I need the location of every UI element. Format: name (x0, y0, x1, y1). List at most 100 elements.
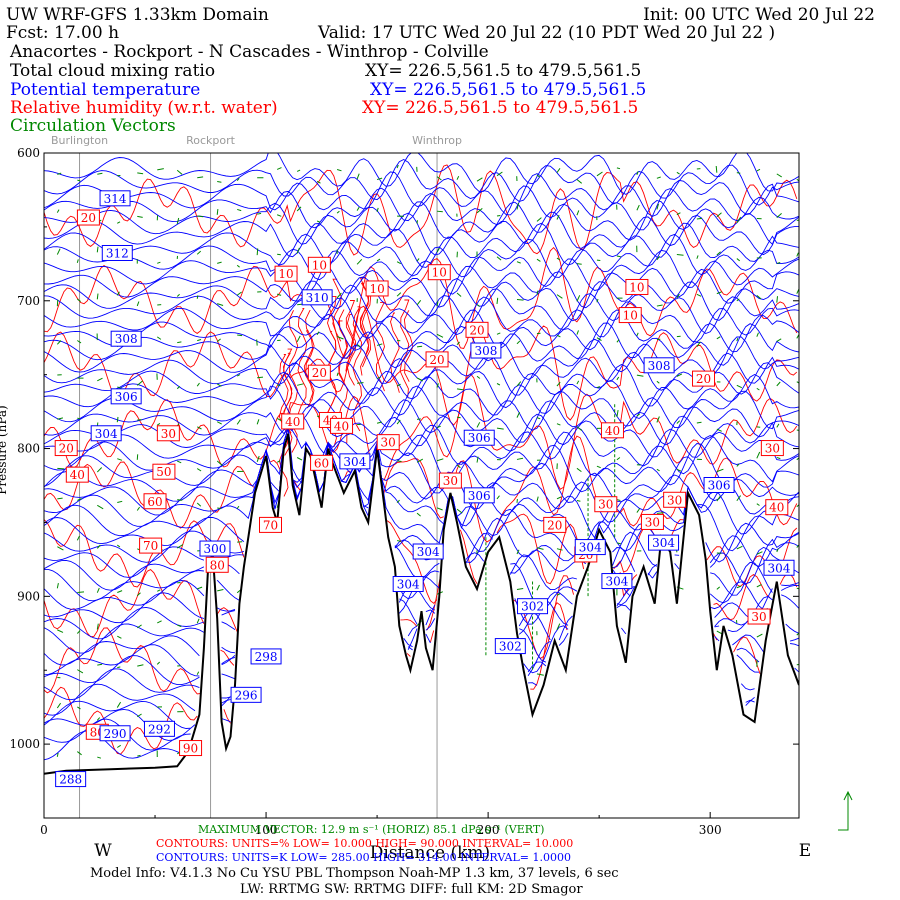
circulation-vector (236, 374, 241, 377)
circulation-vector (177, 460, 182, 464)
rh-label-text: 20 (59, 442, 74, 456)
circulation-vector (576, 330, 579, 335)
rh-label-text: 10 (432, 266, 447, 280)
rh-label-text: 30 (751, 610, 766, 624)
rh-label: 20 (543, 516, 567, 533)
circulation-vector (396, 499, 400, 503)
circulation-vector (696, 255, 699, 259)
theta-label: 298 (250, 648, 282, 665)
circulation-vector (277, 293, 282, 296)
circulation-vector (196, 250, 202, 255)
circulation-vector (416, 345, 423, 348)
theta-contour (44, 585, 799, 635)
rh-label: 20 (76, 209, 100, 226)
x-axis-east-label: E (799, 841, 811, 861)
circulation-vector (636, 204, 640, 211)
circulation-vector (137, 419, 142, 421)
theta-label: 312 (101, 244, 133, 261)
circulation-vector (696, 421, 702, 424)
circulation-vector (77, 751, 82, 756)
circulation-vector (716, 212, 722, 218)
circulation-vector (676, 293, 680, 299)
rh-label: 40 (65, 466, 89, 483)
rh-label-text: 40 (334, 419, 349, 433)
circulation-vector (56, 209, 60, 213)
circulation-vector (117, 590, 123, 593)
circulation-vector (736, 585, 742, 589)
circulation-vector (296, 335, 301, 343)
rh-label: 30 (376, 434, 400, 451)
circulation-vector (97, 663, 103, 666)
theta-contour (44, 249, 799, 295)
theta-contour (44, 233, 799, 281)
rh-label-text: 60 (147, 495, 162, 509)
circulation-vector (217, 303, 224, 306)
model-schemes: LW: RRTMG SW: RRTMG DIFF: full KM: 2D Sm… (240, 882, 583, 897)
theta-label-text: 306 (115, 390, 138, 404)
theta-label: 302 (517, 598, 549, 615)
plot-frame (43, 152, 800, 819)
circulation-vector (496, 171, 503, 177)
circulation-vector (596, 298, 599, 303)
circulation-vector (97, 377, 103, 382)
circulation-vector (356, 173, 360, 180)
circulation-vector (616, 167, 621, 170)
circulation-vector (476, 456, 479, 463)
rh-label: 40 (765, 499, 789, 516)
circulation-vector (237, 208, 242, 212)
rh-label-text: 10 (312, 258, 327, 272)
rh-contour-fragment (399, 299, 410, 398)
circulation-vector (636, 171, 639, 176)
circulation-vector (576, 380, 580, 385)
theta-label: 314 (99, 190, 131, 207)
circulation-vector (137, 713, 142, 718)
plot-contents (44, 153, 799, 775)
theta-label: 302 (494, 638, 526, 655)
theta-label: 308 (643, 357, 675, 374)
circulation-vector (416, 377, 424, 382)
circulation-vector (436, 247, 440, 253)
circulation-vector (236, 419, 241, 425)
circulation-vector (556, 257, 561, 261)
rh-label-text: 20 (469, 323, 484, 337)
theta-label: 304 (392, 576, 424, 593)
circulation-vector (616, 339, 620, 343)
circulation-vector (476, 208, 483, 214)
forecast-hour: Fcst: 17.00 h (6, 23, 119, 43)
place-label: Burlington (51, 134, 108, 147)
circulation-vector (396, 292, 402, 297)
circulation-vector (716, 468, 724, 473)
circulation-vector (756, 503, 760, 506)
circulation-vector (196, 502, 202, 507)
theta-contour (44, 158, 799, 206)
rh-label: 20 (465, 321, 489, 338)
theta-label-text: 306 (468, 489, 491, 503)
rh-label-text: 20 (312, 366, 327, 380)
rh-label: 20 (692, 370, 716, 387)
rh-contour-fragment (359, 282, 370, 355)
circulation-vector (57, 629, 64, 633)
circulation-vector (96, 246, 99, 253)
theta-label-text: 308 (115, 332, 138, 346)
circulation-vector (396, 261, 402, 265)
circulation-vector (656, 176, 661, 179)
circulation-vector (117, 635, 122, 639)
relative-humidity-contours (44, 164, 798, 755)
circulation-vector (576, 295, 581, 302)
rh-label: 10 (307, 256, 331, 273)
circulation-vector (716, 428, 722, 432)
circulation-vector (136, 592, 141, 597)
circulation-vector (197, 339, 202, 342)
circulation-vector (176, 544, 184, 549)
circulation-vector (776, 213, 782, 219)
circulation-vector (236, 264, 240, 268)
theta-label-text: 300 (204, 542, 227, 556)
circulation-vector (776, 423, 780, 428)
circulation-vector (796, 429, 799, 431)
circulation-vector (716, 291, 722, 295)
circulation-vector (436, 425, 441, 429)
circulation-vector (676, 373, 683, 377)
circulation-vector (476, 304, 480, 307)
circulation-vector (736, 258, 741, 262)
